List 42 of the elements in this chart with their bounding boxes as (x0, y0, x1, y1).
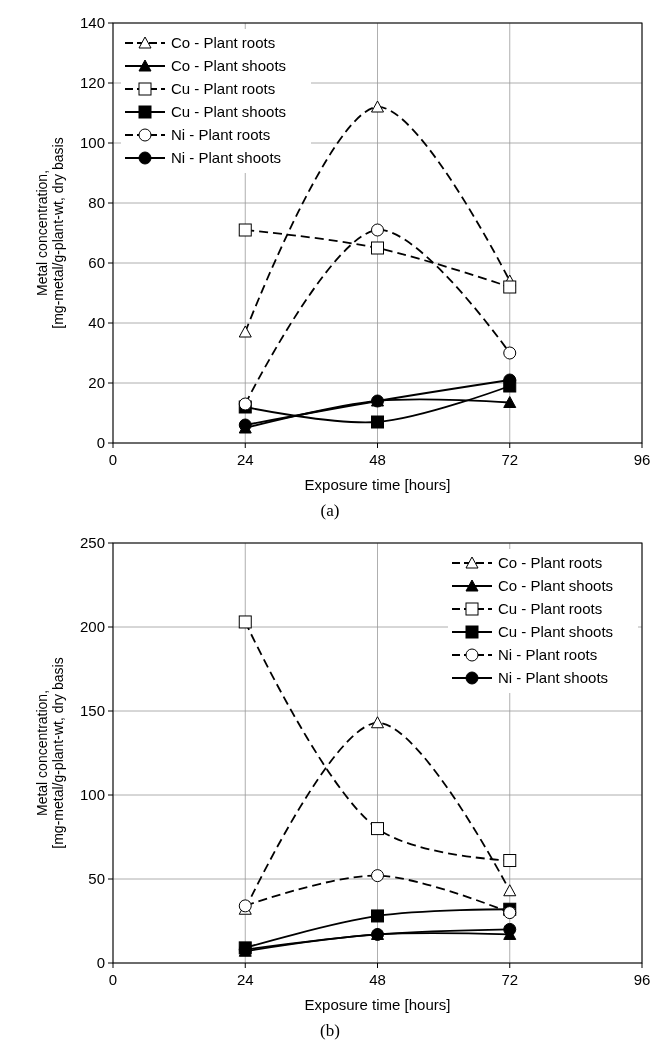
y-tick-label: 20 (88, 374, 105, 392)
legend-label: Ni - Plant shoots (498, 669, 609, 687)
y-axis-title: Metal concentration, [mg-metal/g-plant-wt, dry basis (33, 657, 67, 849)
y-tick-label: 120 (79, 74, 105, 92)
x-tick-label: 0 (108, 451, 118, 468)
x-tick-label: 48 (369, 971, 386, 988)
y-axis-title: Metal concentration, [mg-metal/g-plant-wt, dry basis (33, 137, 67, 329)
legend-label: Co - Plant shoots (171, 57, 287, 75)
x-tick-label: 72 (501, 971, 519, 988)
y-tick-label: 60 (88, 254, 105, 272)
legend-label: Cu - Plant roots (498, 600, 603, 618)
legend-label: Ni - Plant roots (498, 646, 598, 664)
y-tick-label: 250 (79, 534, 105, 552)
text: (b) (320, 1021, 340, 1040)
x-tick-label: 48 (369, 451, 386, 468)
legend-label: Co - Plant shoots (498, 577, 614, 595)
legend-label: Cu - Plant shoots (171, 103, 287, 121)
legend-label: Co - Plant roots (498, 554, 603, 572)
y-tick-label: 100 (79, 134, 105, 152)
y-tick-label: 0 (96, 434, 105, 452)
y-tick-label: 80 (88, 194, 105, 212)
y-tick-label: 150 (79, 702, 105, 720)
y-tick-label: 200 (79, 618, 105, 636)
legend-label: Cu - Plant roots (171, 80, 276, 98)
legend-label: Cu - Plant shoots (498, 623, 614, 641)
y-tick-label: 50 (88, 870, 105, 888)
legend-label: Co - Plant roots (171, 34, 276, 52)
x-tick-label: 96 (633, 971, 651, 988)
x-tick-label: 24 (236, 451, 254, 468)
y-tick-label: 140 (79, 14, 105, 32)
legend-label: Ni - Plant roots (171, 126, 271, 144)
x-tick-label: 0 (108, 971, 118, 988)
x-tick-label: 24 (236, 971, 254, 988)
x-axis-title: Exposure time [hours] (304, 476, 451, 493)
y-tick-label: 0 (96, 954, 105, 972)
y-tick-label: 40 (88, 314, 105, 332)
x-tick-label: 96 (633, 451, 651, 468)
y-tick-label: 100 (79, 786, 105, 804)
x-axis-title: Exposure time [hours] (304, 996, 451, 1013)
legend-label: Ni - Plant shoots (171, 149, 282, 167)
x-tick-label: 72 (501, 451, 519, 468)
text: (a) (320, 501, 340, 520)
